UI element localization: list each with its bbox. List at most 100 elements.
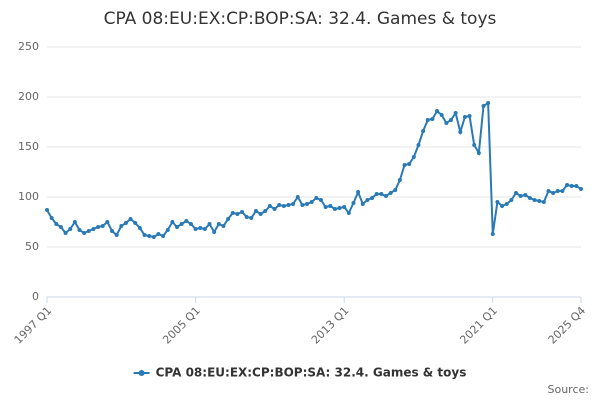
data-point bbox=[128, 217, 133, 221]
y-tick-label: 50 bbox=[25, 240, 39, 253]
data-point bbox=[212, 230, 217, 234]
data-point bbox=[551, 191, 556, 195]
data-point bbox=[63, 231, 68, 235]
data-point bbox=[365, 198, 370, 202]
data-point bbox=[235, 212, 240, 216]
data-point bbox=[565, 183, 570, 187]
data-point bbox=[541, 200, 546, 204]
data-point bbox=[411, 155, 416, 159]
data-point bbox=[119, 224, 124, 228]
data-point bbox=[202, 227, 207, 231]
y-tick-label: 200 bbox=[18, 90, 39, 103]
source: Source: bbox=[548, 383, 590, 396]
data-point bbox=[258, 212, 263, 216]
data-point bbox=[142, 233, 147, 237]
data-point bbox=[253, 209, 258, 213]
data-point bbox=[472, 143, 477, 147]
data-point bbox=[295, 195, 300, 199]
data-point bbox=[383, 194, 388, 198]
data-point bbox=[360, 202, 365, 206]
data-point bbox=[513, 191, 518, 195]
data-point bbox=[133, 221, 138, 225]
data-point bbox=[300, 203, 305, 207]
data-point bbox=[161, 234, 166, 238]
data-point bbox=[421, 129, 426, 133]
data-point bbox=[170, 220, 175, 224]
data-point bbox=[500, 204, 505, 208]
data-point bbox=[281, 204, 286, 208]
data-point bbox=[267, 204, 272, 208]
data-point bbox=[481, 104, 486, 108]
data-point bbox=[156, 232, 161, 236]
data-point bbox=[54, 222, 59, 226]
data-point bbox=[249, 216, 254, 220]
y-tick-label: 0 bbox=[32, 290, 39, 303]
data-point bbox=[86, 229, 91, 233]
data-point bbox=[448, 118, 453, 122]
data-point bbox=[532, 198, 537, 202]
data-point bbox=[240, 210, 245, 214]
y-tick-label: 150 bbox=[18, 140, 39, 153]
data-point bbox=[77, 228, 82, 232]
y-tick-label: 100 bbox=[18, 190, 39, 203]
data-point bbox=[351, 201, 356, 205]
data-point bbox=[91, 227, 96, 231]
data-point bbox=[114, 233, 119, 237]
data-point bbox=[476, 151, 481, 155]
data-point bbox=[332, 207, 337, 211]
data-point bbox=[58, 225, 63, 229]
data-point bbox=[147, 234, 152, 238]
legend-marker bbox=[138, 370, 145, 376]
data-point bbox=[68, 227, 73, 231]
data-point bbox=[402, 163, 407, 167]
data-point bbox=[137, 226, 142, 230]
data-point bbox=[537, 199, 542, 203]
data-point bbox=[393, 188, 398, 192]
data-point bbox=[555, 189, 560, 193]
data-point bbox=[49, 216, 54, 220]
data-point bbox=[244, 215, 249, 219]
data-point bbox=[230, 211, 235, 215]
data-point bbox=[374, 192, 379, 196]
data-point bbox=[198, 226, 203, 230]
data-point bbox=[342, 205, 347, 209]
data-point bbox=[509, 198, 514, 202]
data-point bbox=[226, 217, 231, 221]
data-point bbox=[318, 198, 323, 202]
data-point bbox=[527, 196, 532, 200]
data-point bbox=[346, 211, 351, 215]
data-point bbox=[323, 205, 328, 209]
data-point bbox=[100, 224, 105, 228]
data-point bbox=[82, 231, 87, 235]
x-tick-label: 1997 Q1 bbox=[12, 304, 55, 347]
data-point bbox=[45, 208, 49, 212]
x-tick-label: 2021 Q1 bbox=[457, 304, 500, 347]
data-point bbox=[462, 115, 467, 119]
data-point bbox=[277, 203, 282, 207]
data-point bbox=[370, 196, 375, 200]
data-point bbox=[425, 118, 430, 122]
data-point bbox=[110, 229, 115, 233]
data-point bbox=[518, 194, 523, 198]
x-tick-label: 2025 Q4 bbox=[546, 304, 589, 347]
data-point bbox=[560, 189, 565, 193]
data-point bbox=[263, 209, 268, 213]
data-point bbox=[574, 184, 579, 188]
data-point bbox=[453, 111, 458, 115]
data-point bbox=[193, 227, 198, 231]
data-point bbox=[523, 193, 528, 197]
data-point bbox=[439, 113, 444, 117]
data-point bbox=[184, 219, 189, 223]
series-line bbox=[46, 101, 582, 239]
legend-label: CPA 08:EU:EX:CP:BOP:SA: 32.4. Games & to… bbox=[156, 366, 467, 380]
data-point bbox=[486, 101, 491, 105]
x-tick-label: 2013 Q1 bbox=[309, 304, 352, 347]
data-point bbox=[504, 202, 509, 206]
data-point bbox=[123, 221, 128, 225]
data-point bbox=[105, 220, 110, 224]
data-point bbox=[430, 117, 435, 121]
data-point bbox=[444, 121, 449, 125]
data-point bbox=[165, 228, 170, 232]
y-tick-label: 250 bbox=[18, 40, 39, 53]
